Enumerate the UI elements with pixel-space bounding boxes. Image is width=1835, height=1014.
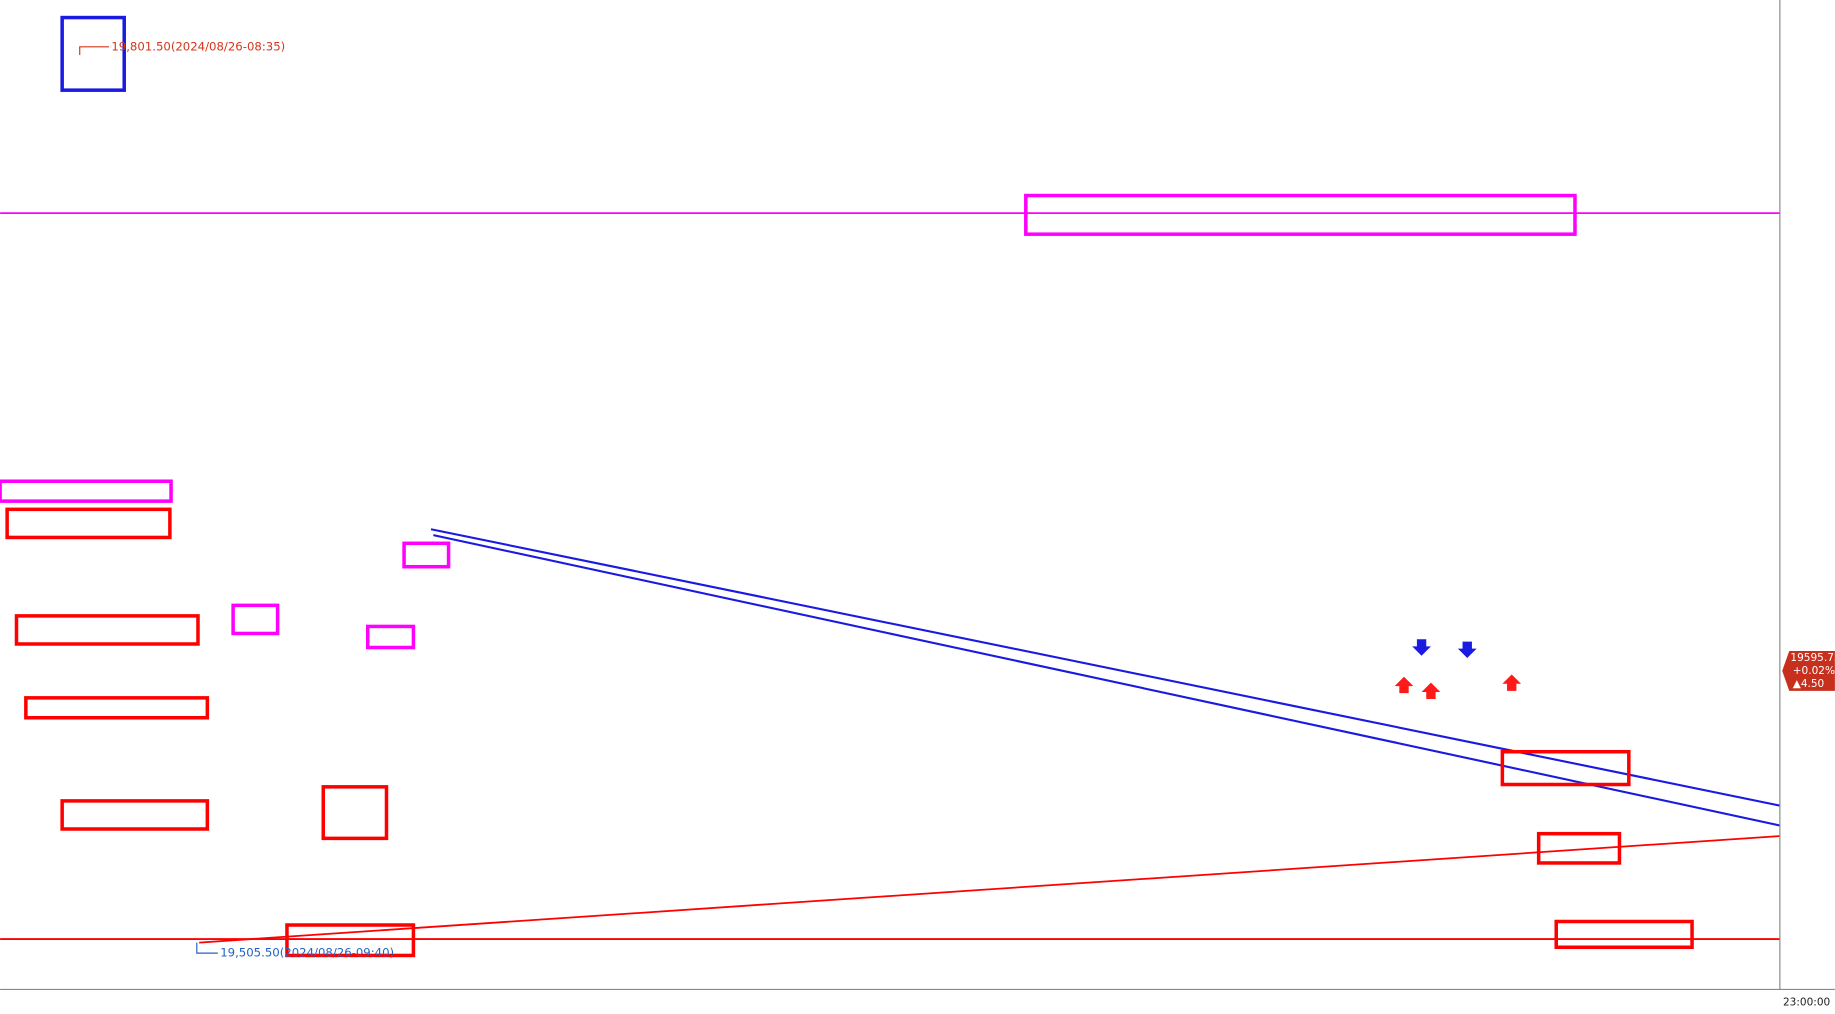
box — [5, 507, 172, 540]
trend-line — [199, 835, 1780, 944]
signal-arrow — [1502, 674, 1522, 691]
box — [402, 541, 451, 569]
price-change: +0.02% — [1793, 665, 1835, 677]
box — [1500, 749, 1631, 787]
box — [60, 799, 210, 831]
box — [1554, 919, 1694, 950]
box — [24, 696, 210, 720]
box — [14, 614, 200, 646]
annotation-leader — [79, 46, 109, 56]
x-axis-end-label: 23:00:00 — [1783, 996, 1830, 1008]
box — [231, 603, 280, 636]
trend-line — [430, 528, 1781, 807]
price-delta: ▲4.50 — [1793, 678, 1825, 690]
box — [1536, 831, 1622, 865]
trend-line — [433, 534, 1781, 827]
price-box — [1782, 651, 1835, 691]
box — [1024, 193, 1577, 236]
box — [60, 15, 126, 92]
signal-arrow — [1412, 639, 1431, 656]
signal-arrow — [1394, 676, 1414, 694]
price-value: 19595.75 — [1790, 652, 1835, 664]
signal-arrow — [1421, 682, 1441, 700]
drawings: 19,801.50(2024/08/26-08:35) 19,505.50(20… — [0, 15, 1781, 960]
box — [0, 479, 173, 503]
annotation: 19,801.50(2024/08/26-08:35) — [111, 39, 285, 53]
annotation: 19,505.50(2024/08/26-09:40) — [220, 946, 394, 960]
annotation-leader — [196, 942, 218, 954]
box — [366, 624, 416, 650]
signal-arrow — [1457, 641, 1477, 659]
box — [321, 785, 389, 841]
box — [285, 923, 416, 958]
